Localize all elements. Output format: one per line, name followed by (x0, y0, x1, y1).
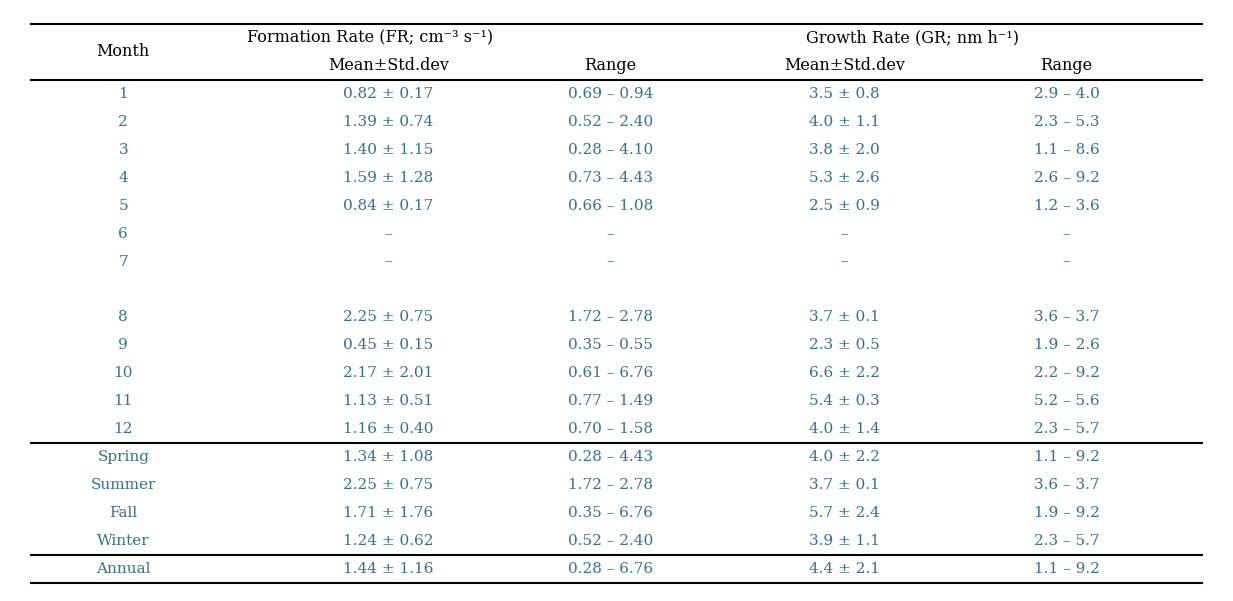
Text: 5.2 – 5.6: 5.2 – 5.6 (1033, 394, 1100, 408)
Text: 0.70 – 1.58: 0.70 – 1.58 (568, 423, 652, 436)
Text: 5.3 ± 2.6: 5.3 ± 2.6 (809, 171, 880, 185)
Text: 1.59 ± 1.28: 1.59 ± 1.28 (343, 171, 434, 185)
Text: 7: 7 (118, 255, 128, 269)
Text: 9: 9 (118, 338, 128, 352)
Text: –: – (841, 227, 848, 240)
Text: 1.9 – 2.6: 1.9 – 2.6 (1033, 338, 1100, 352)
Text: 0.61 – 6.76: 0.61 – 6.76 (567, 367, 653, 380)
Text: 1.1 – 9.2: 1.1 – 9.2 (1033, 450, 1100, 464)
Text: Range: Range (1041, 58, 1092, 75)
Text: 3.7 ± 0.1: 3.7 ± 0.1 (809, 311, 880, 325)
Text: 2.3 – 5.3: 2.3 – 5.3 (1033, 115, 1100, 129)
Text: 1.24 ± 0.62: 1.24 ± 0.62 (343, 534, 434, 548)
Text: 0.35 – 0.55: 0.35 – 0.55 (568, 338, 652, 352)
Text: 0.77 – 1.49: 0.77 – 1.49 (567, 394, 653, 408)
Text: 4.0 ± 2.2: 4.0 ± 2.2 (809, 450, 880, 464)
Text: 5.7 ± 2.4: 5.7 ± 2.4 (809, 506, 880, 520)
Text: 2.3 – 5.7: 2.3 – 5.7 (1033, 423, 1100, 436)
Text: 0.45 ± 0.15: 0.45 ± 0.15 (343, 338, 434, 352)
Text: Growth Rate (GR; nm h⁻¹): Growth Rate (GR; nm h⁻¹) (806, 29, 1018, 46)
Text: 3.6 – 3.7: 3.6 – 3.7 (1033, 311, 1100, 325)
Text: 8: 8 (118, 311, 128, 325)
Text: 1.71 ± 1.76: 1.71 ± 1.76 (343, 506, 434, 520)
Text: 5: 5 (118, 199, 128, 213)
Text: –: – (385, 255, 392, 269)
Text: 4.4 ± 2.1: 4.4 ± 2.1 (809, 562, 880, 576)
Text: 0.69 – 0.94: 0.69 – 0.94 (567, 87, 653, 101)
Text: 2.6 – 9.2: 2.6 – 9.2 (1033, 171, 1100, 185)
Text: Winter: Winter (97, 534, 149, 548)
Text: Mean±Std.dev: Mean±Std.dev (328, 58, 449, 75)
Text: 10: 10 (113, 367, 133, 380)
Text: 0.28 – 6.76: 0.28 – 6.76 (567, 562, 653, 576)
Text: –: – (607, 227, 614, 240)
Text: Range: Range (584, 58, 636, 75)
Text: 3.5 ± 0.8: 3.5 ± 0.8 (809, 87, 880, 101)
Text: 11: 11 (113, 394, 133, 408)
Text: 1.44 ± 1.16: 1.44 ± 1.16 (343, 562, 434, 576)
Text: 0.82 ± 0.17: 0.82 ± 0.17 (343, 87, 434, 101)
Text: 0.52 – 2.40: 0.52 – 2.40 (567, 115, 653, 129)
Text: 2.25 ± 0.75: 2.25 ± 0.75 (343, 311, 434, 325)
Text: 0.66 – 1.08: 0.66 – 1.08 (567, 199, 653, 213)
Text: 0.73 – 4.43: 0.73 – 4.43 (568, 171, 652, 185)
Text: 2.3 – 5.7: 2.3 – 5.7 (1033, 534, 1100, 548)
Text: 0.35 – 6.76: 0.35 – 6.76 (568, 506, 652, 520)
Text: 0.28 – 4.43: 0.28 – 4.43 (567, 450, 653, 464)
Text: 0.84 ± 0.17: 0.84 ± 0.17 (343, 199, 434, 213)
Text: –: – (1063, 255, 1070, 269)
Text: 12: 12 (113, 423, 133, 436)
Text: –: – (385, 227, 392, 240)
Text: 3.8 ± 2.0: 3.8 ± 2.0 (809, 143, 880, 157)
Text: 2: 2 (118, 115, 128, 129)
Text: Annual: Annual (96, 562, 150, 576)
Text: 1.13 ± 0.51: 1.13 ± 0.51 (343, 394, 434, 408)
Text: Summer: Summer (90, 478, 157, 492)
Text: Mean±Std.dev: Mean±Std.dev (784, 58, 905, 75)
Text: 4.0 ± 1.1: 4.0 ± 1.1 (809, 115, 880, 129)
Text: –: – (841, 255, 848, 269)
Text: 1.16 ± 0.40: 1.16 ± 0.40 (343, 423, 434, 436)
Text: 4: 4 (118, 171, 128, 185)
Text: 1.34 ± 1.08: 1.34 ± 1.08 (343, 450, 434, 464)
Text: 6.6 ± 2.2: 6.6 ± 2.2 (809, 367, 880, 380)
Text: 6: 6 (118, 227, 128, 240)
Text: 2.17 ± 2.01: 2.17 ± 2.01 (343, 367, 434, 380)
Text: 1.72 – 2.78: 1.72 – 2.78 (568, 311, 652, 325)
Text: 1.2 – 3.6: 1.2 – 3.6 (1033, 199, 1100, 213)
Text: 1: 1 (118, 87, 128, 101)
Text: 2.3 ± 0.5: 2.3 ± 0.5 (809, 338, 880, 352)
Text: 2.5 ± 0.9: 2.5 ± 0.9 (809, 199, 880, 213)
Text: 0.28 – 4.10: 0.28 – 4.10 (567, 143, 653, 157)
Text: –: – (1063, 227, 1070, 240)
Text: 3: 3 (118, 143, 128, 157)
Text: Month: Month (96, 43, 150, 61)
Text: 3.6 – 3.7: 3.6 – 3.7 (1033, 478, 1100, 492)
Text: 0.52 – 2.40: 0.52 – 2.40 (567, 534, 653, 548)
Text: 1.39 ± 0.74: 1.39 ± 0.74 (343, 115, 434, 129)
Text: 2.25 ± 0.75: 2.25 ± 0.75 (343, 478, 434, 492)
Text: –: – (607, 255, 614, 269)
Text: 1.1 – 9.2: 1.1 – 9.2 (1033, 562, 1100, 576)
Text: Fall: Fall (110, 506, 137, 520)
Text: 1.72 – 2.78: 1.72 – 2.78 (568, 478, 652, 492)
Text: Formation Rate (FR; cm⁻³ s⁻¹): Formation Rate (FR; cm⁻³ s⁻¹) (247, 29, 493, 46)
Text: 3.9 ± 1.1: 3.9 ± 1.1 (809, 534, 880, 548)
Text: 4.0 ± 1.4: 4.0 ± 1.4 (809, 423, 880, 436)
Text: 2.2 – 9.2: 2.2 – 9.2 (1033, 367, 1100, 380)
Text: 5.4 ± 0.3: 5.4 ± 0.3 (809, 394, 880, 408)
Text: 3.7 ± 0.1: 3.7 ± 0.1 (809, 478, 880, 492)
Text: Spring: Spring (97, 450, 149, 464)
Text: 2.9 – 4.0: 2.9 – 4.0 (1033, 87, 1100, 101)
Text: 1.1 – 8.6: 1.1 – 8.6 (1033, 143, 1100, 157)
Text: 1.9 – 9.2: 1.9 – 9.2 (1033, 506, 1100, 520)
Text: 1.40 ± 1.15: 1.40 ± 1.15 (343, 143, 434, 157)
